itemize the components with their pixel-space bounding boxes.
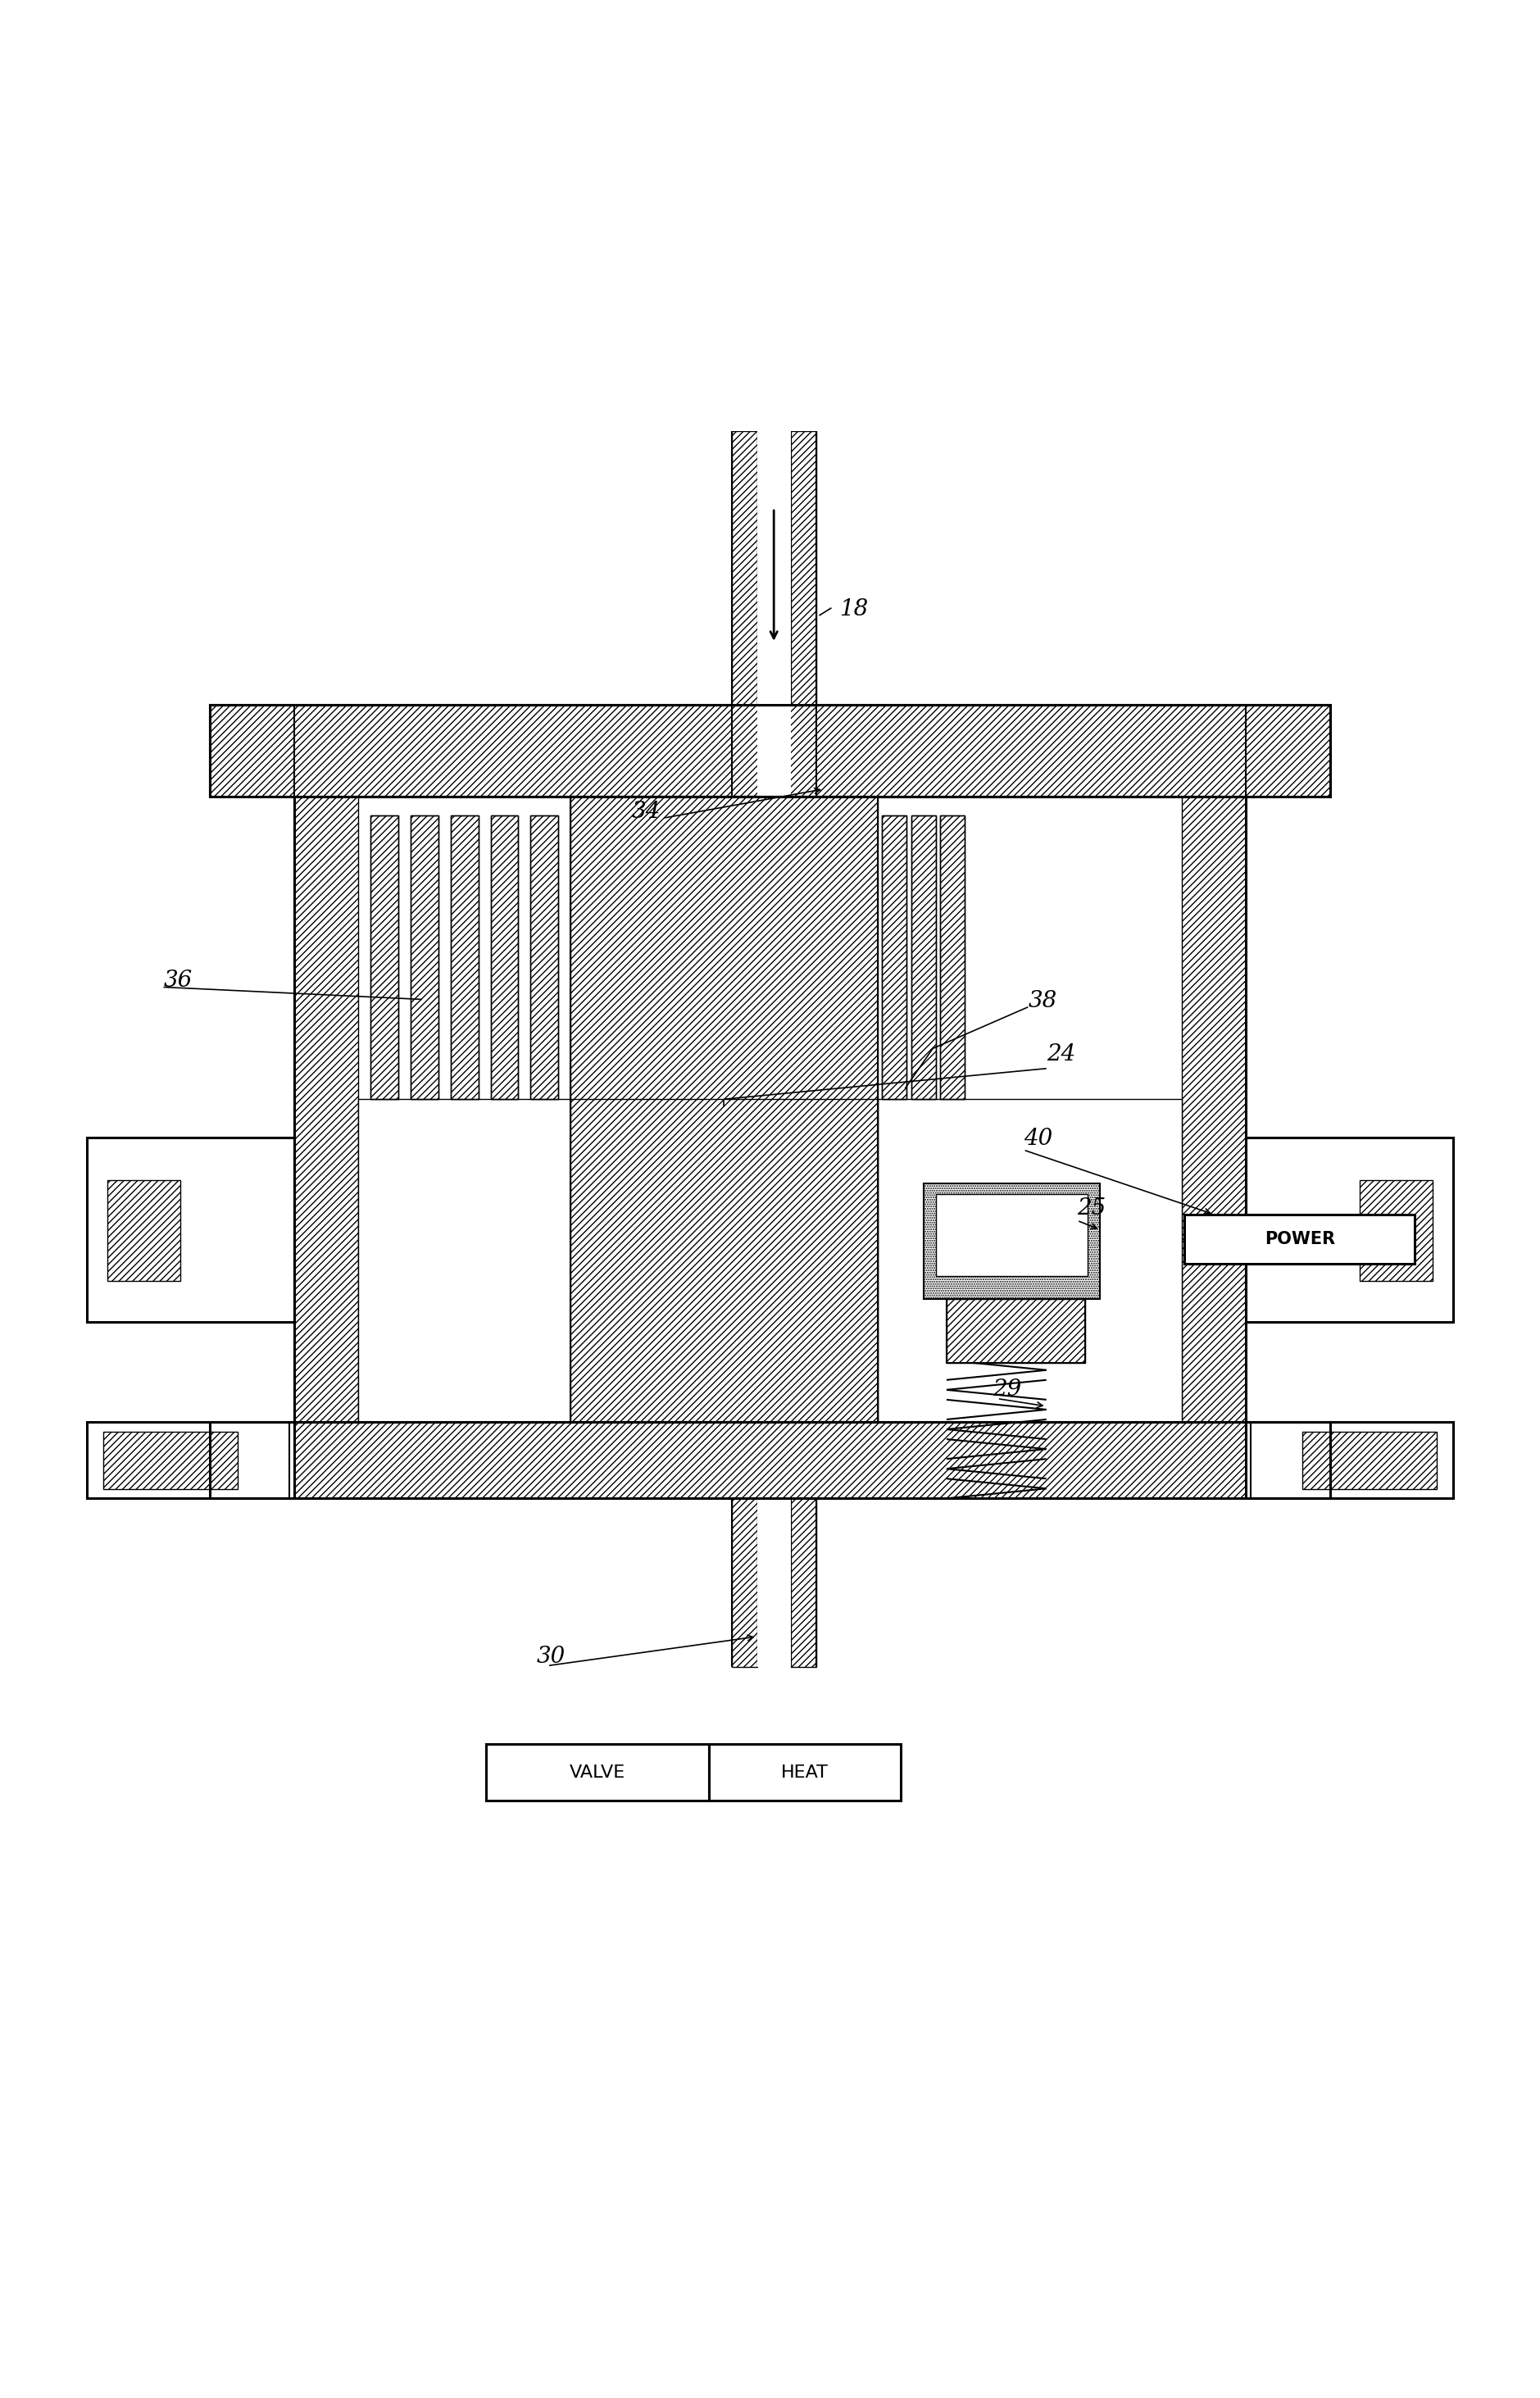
Bar <box>530 815 557 1098</box>
Text: 18: 18 <box>839 600 869 621</box>
Text: HEAT: HEAT <box>781 1765 829 1782</box>
Bar <box>1250 1422 1331 1499</box>
Bar <box>1360 1180 1432 1281</box>
Bar <box>708 1743 901 1801</box>
Bar <box>209 1422 1331 1499</box>
Bar <box>294 796 359 1422</box>
Bar <box>411 815 439 1098</box>
Text: 25: 25 <box>1076 1197 1106 1218</box>
Bar <box>1181 796 1246 1422</box>
Bar <box>941 815 966 1098</box>
Bar <box>1184 1213 1415 1264</box>
Bar <box>947 1300 1084 1364</box>
Bar <box>371 815 399 1098</box>
Bar <box>882 815 907 1098</box>
Bar <box>359 1098 570 1422</box>
Bar <box>878 1098 1181 1422</box>
Text: 34: 34 <box>631 801 661 823</box>
Bar <box>371 815 399 1098</box>
Bar <box>1246 1137 1454 1321</box>
Bar <box>882 815 907 1098</box>
Bar <box>758 432 790 705</box>
Bar <box>570 796 878 1422</box>
Bar <box>103 1432 239 1489</box>
Bar <box>1246 1422 1454 1499</box>
Text: 30: 30 <box>536 1645 565 1667</box>
Bar <box>209 705 1331 796</box>
Bar <box>912 815 936 1098</box>
Bar <box>294 796 1246 1422</box>
Bar <box>570 796 878 1422</box>
Bar <box>936 1194 1087 1276</box>
Bar <box>790 432 816 705</box>
Bar <box>570 1098 878 1422</box>
Bar <box>947 1300 1084 1364</box>
Bar <box>732 432 758 705</box>
Text: 40: 40 <box>1024 1127 1052 1151</box>
Bar <box>209 1422 290 1499</box>
Bar <box>491 815 517 1098</box>
Bar <box>491 815 517 1098</box>
Text: 29: 29 <box>993 1379 1021 1400</box>
Bar <box>290 1422 1250 1499</box>
Bar <box>86 1422 294 1499</box>
Text: VALVE: VALVE <box>570 1765 625 1782</box>
Bar <box>924 1185 1100 1300</box>
Text: 24: 24 <box>1046 1043 1075 1065</box>
Text: 36: 36 <box>163 969 192 993</box>
Bar <box>451 815 479 1098</box>
Text: POWER: POWER <box>1264 1230 1335 1247</box>
Bar <box>758 705 790 796</box>
Bar <box>86 1137 294 1321</box>
Bar <box>487 1743 708 1801</box>
Bar <box>209 705 1331 796</box>
Text: 38: 38 <box>1029 990 1056 1012</box>
Bar <box>530 815 557 1098</box>
Bar <box>912 815 936 1098</box>
Bar <box>451 815 479 1098</box>
Bar <box>411 815 439 1098</box>
Bar <box>790 1499 816 1667</box>
Bar <box>108 1180 180 1281</box>
Bar <box>732 1499 758 1667</box>
Bar <box>941 815 966 1098</box>
Bar <box>1301 1432 1437 1489</box>
Bar <box>758 1499 790 1667</box>
